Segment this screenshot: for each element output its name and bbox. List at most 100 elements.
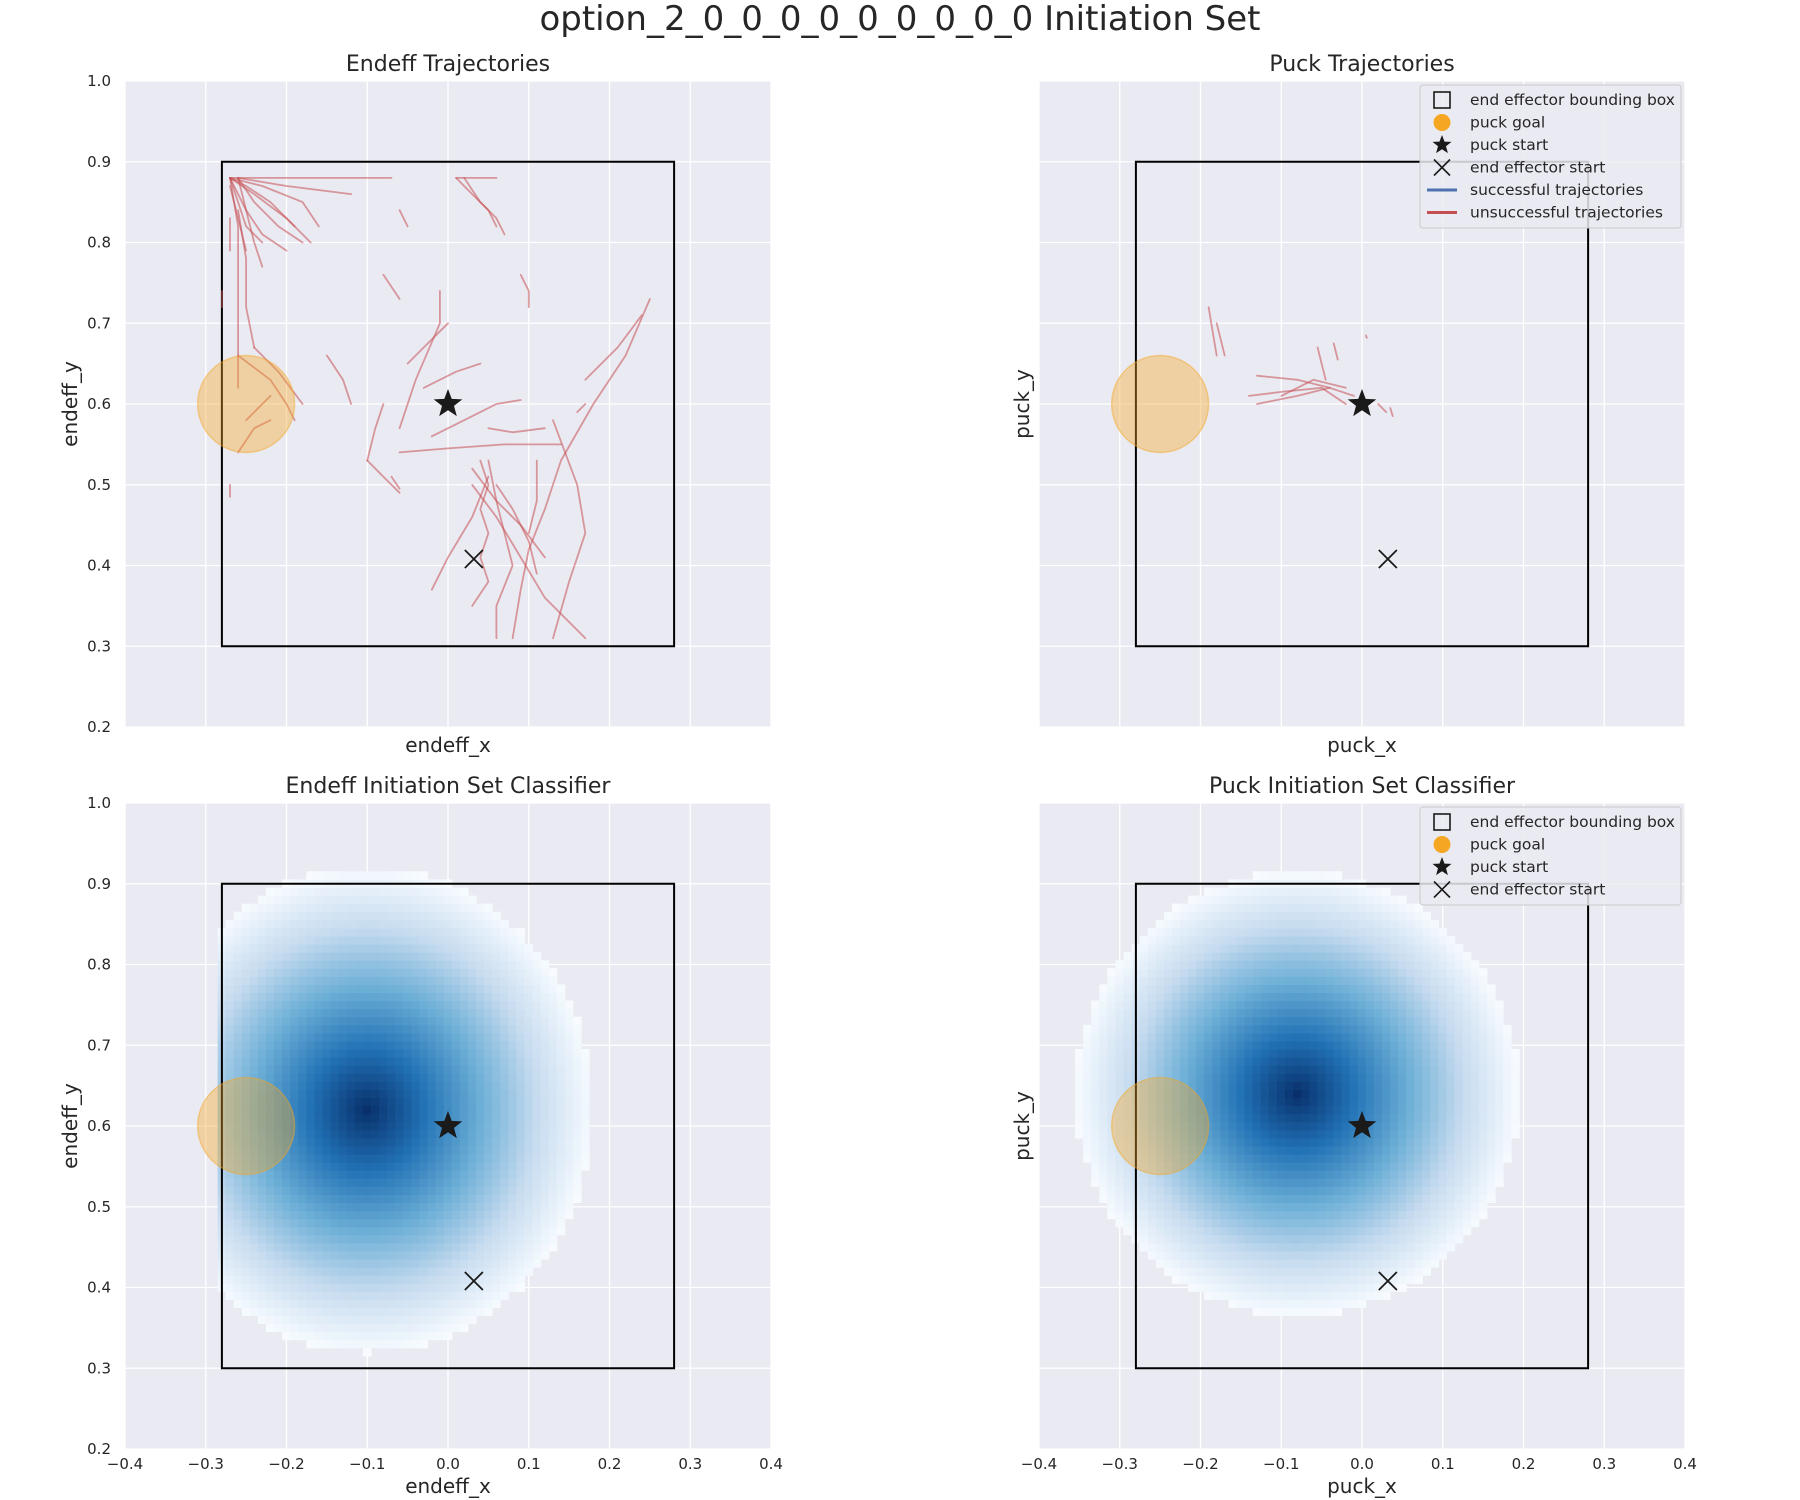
classifier-cell	[282, 1129, 291, 1139]
classifier-cell	[225, 992, 235, 1002]
classifier-cell	[274, 1073, 283, 1082]
classifier-cell	[1155, 992, 1165, 1002]
classifier-cell	[266, 1194, 275, 1203]
classifier-cell	[1365, 903, 1375, 913]
classifier-cell	[1252, 984, 1262, 994]
classifier-cell	[233, 1137, 243, 1147]
classifier-cell	[1212, 1113, 1221, 1123]
classifier-cell	[419, 1202, 429, 1212]
classifier-cell	[379, 935, 388, 945]
classifier-cell	[1285, 1299, 1294, 1308]
classifier-cell	[556, 1024, 566, 1034]
classifier-cell	[1325, 927, 1335, 937]
classifier-cell	[1422, 1113, 1431, 1123]
classifier-cell	[403, 1250, 412, 1260]
classifier-cell	[1390, 1113, 1399, 1123]
classifier-cell	[1446, 935, 1456, 945]
classifier-cell	[1422, 1081, 1431, 1090]
classifier-cell	[1349, 1097, 1359, 1107]
classifier-cell	[1212, 1283, 1221, 1292]
classifier-cell	[1333, 944, 1343, 953]
classifier-cell	[362, 1194, 372, 1203]
classifier-cell	[306, 871, 316, 880]
classifier-cell	[1228, 1097, 1238, 1107]
y-tick-label: 1.0	[87, 72, 111, 90]
classifier-cell	[395, 1258, 404, 1268]
classifier-cell	[1333, 1137, 1343, 1147]
classifier-cell	[1438, 1040, 1448, 1050]
classifier-cell	[1494, 1154, 1504, 1163]
classifier-cell	[362, 952, 372, 961]
unsuccessful-trajectory	[576, 403, 587, 414]
classifier-cell	[403, 968, 412, 977]
classifier-cell	[1446, 1049, 1456, 1058]
classifier-cell	[419, 952, 429, 961]
classifier-cell	[257, 1032, 267, 1042]
classifier-cell	[1115, 1154, 1125, 1163]
classifier-cell	[354, 1057, 364, 1066]
classifier-cell	[451, 919, 461, 929]
classifier-cell	[1373, 984, 1383, 994]
classifier-cell	[354, 968, 364, 977]
y-tick-label: 0.3	[87, 637, 111, 655]
classifier-cell	[419, 1008, 429, 1018]
classifier-cell	[1171, 1218, 1181, 1228]
classifier-cell	[492, 992, 501, 1002]
classifier-cell	[419, 887, 429, 897]
classifier-cell	[532, 1049, 542, 1058]
classifier-cell	[1139, 1081, 1149, 1090]
classifier-cell	[322, 919, 332, 929]
classifier-cell	[1244, 1218, 1254, 1228]
classifier-cell	[1252, 1194, 1262, 1203]
classifier-cell	[1139, 1210, 1149, 1220]
classifier-cell	[419, 1331, 429, 1341]
classifier-cell	[225, 1049, 235, 1058]
classifier-cell	[419, 944, 429, 953]
classifier-cell	[1099, 1105, 1108, 1115]
classifier-cell	[1309, 1073, 1318, 1082]
classifier-cell	[1462, 1049, 1472, 1058]
classifier-cell	[1107, 1008, 1116, 1018]
classifier-cell	[443, 984, 453, 994]
classifier-cell	[1180, 1081, 1189, 1090]
classifier-cell	[290, 1137, 299, 1147]
classifier-cell	[1365, 1202, 1375, 1212]
classifier-cell	[395, 1008, 404, 1018]
classifier-cell	[1171, 1178, 1181, 1187]
classifier-cell	[1188, 1170, 1197, 1179]
classifier-cell	[298, 960, 307, 969]
classifier-cell	[508, 952, 517, 961]
classifier-cell	[330, 1307, 340, 1317]
classifier-cell	[1260, 1081, 1270, 1090]
classifier-cell	[257, 1008, 267, 1018]
classifier-cell	[1147, 1024, 1157, 1034]
classifier-cell	[282, 1081, 291, 1090]
classifier-cell	[290, 1202, 299, 1212]
classifier-cell	[516, 1137, 525, 1147]
classifier-cell	[467, 1129, 477, 1139]
classifier-cell	[1268, 1097, 1278, 1107]
classifier-cell	[1293, 1105, 1302, 1115]
classifier-cell	[1083, 1137, 1092, 1147]
classifier-cell	[467, 1226, 477, 1236]
classifier-cell	[427, 1315, 437, 1325]
classifier-cell	[274, 1267, 283, 1276]
classifier-cell	[1285, 919, 1294, 929]
classifier-cell	[290, 1089, 299, 1099]
classifier-cell	[1244, 1121, 1254, 1131]
classifier-cell	[1349, 1105, 1359, 1115]
classifier-cell	[249, 1049, 259, 1058]
classifier-cell	[1446, 1057, 1456, 1066]
classifier-cell	[1228, 1008, 1238, 1018]
classifier-cell	[1373, 919, 1383, 929]
classifier-cell	[1228, 1081, 1238, 1090]
classifier-cell	[1220, 1065, 1230, 1074]
classifier-cell	[508, 1194, 517, 1203]
classifier-cell	[1454, 1049, 1464, 1058]
classifier-cell	[1365, 1113, 1375, 1123]
classifier-cell	[1244, 1275, 1254, 1284]
classifier-cell	[467, 1016, 477, 1026]
classifier-cell	[1486, 1073, 1496, 1082]
classifier-cell	[371, 1105, 380, 1115]
classifier-cell	[1268, 1113, 1278, 1123]
